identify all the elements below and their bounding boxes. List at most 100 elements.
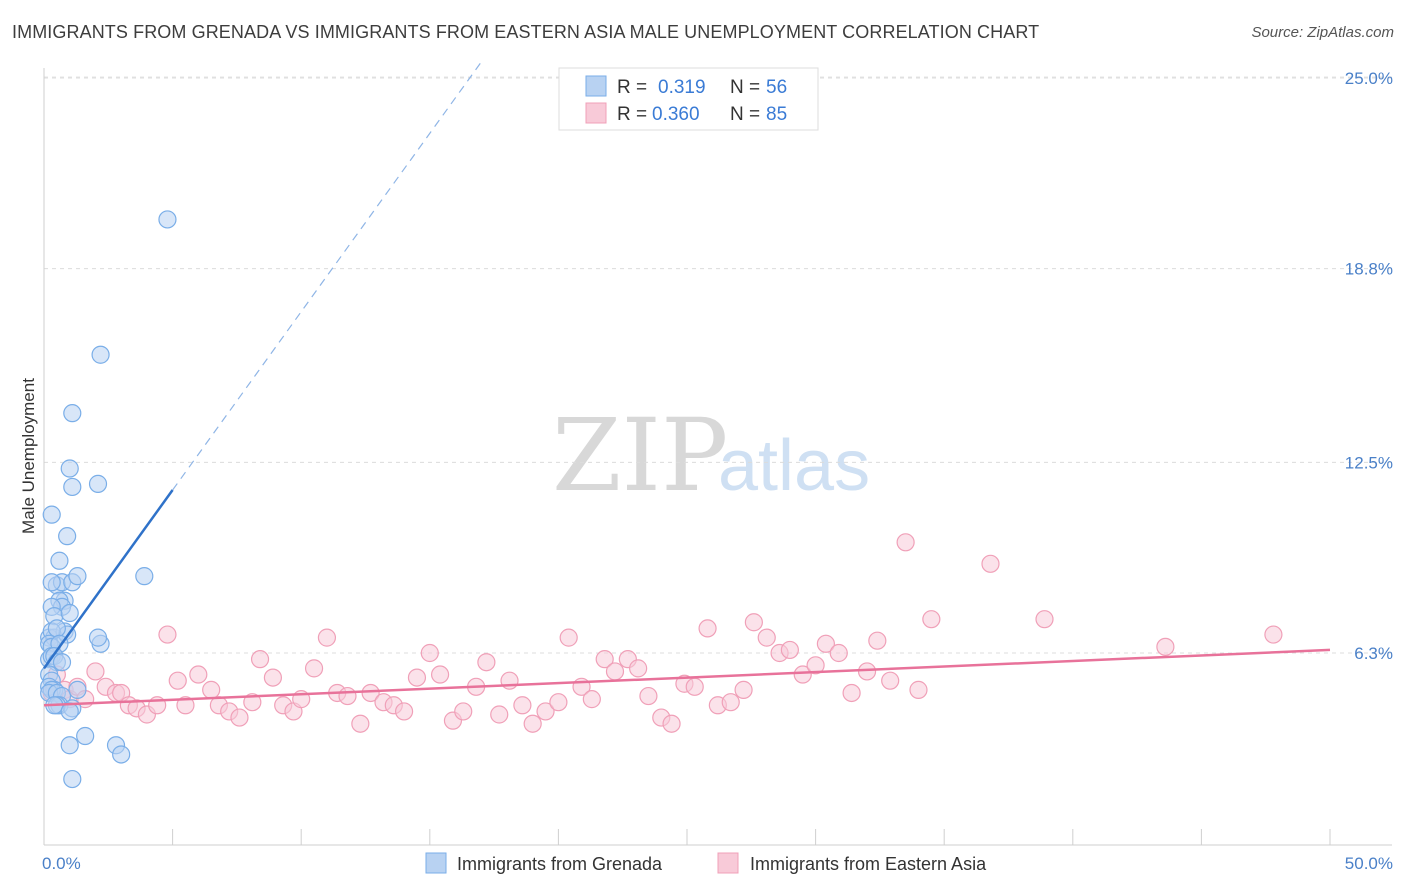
- eastern-asia-point: [243, 693, 262, 712]
- eastern-asia-point: [317, 628, 337, 647]
- eastern-asia-point: [250, 650, 270, 669]
- eastern-asia-point: [793, 665, 812, 684]
- eastern-asia-point: [922, 610, 941, 629]
- eastern-asia-point: [490, 705, 509, 724]
- grenada-point: [88, 474, 108, 493]
- grenada-point: [68, 680, 87, 699]
- eastern-asia-point: [513, 696, 532, 715]
- eastern-asia-point: [1035, 610, 1054, 629]
- eastern-asia-point: [549, 693, 568, 712]
- legend-r-label-grenada: R =: [617, 77, 647, 98]
- eastern-asia-point: [896, 533, 915, 552]
- eastern-asia-point: [202, 680, 221, 699]
- axes: [43, 68, 1392, 846]
- eastern-asia-point: [263, 668, 283, 687]
- y-tick-label: 18.8%: [1345, 260, 1393, 279]
- eastern-asia-point: [523, 714, 542, 733]
- eastern-asia-point: [595, 650, 614, 669]
- grenada-point: [58, 527, 77, 546]
- trend-line-grenada-extension: [172, 61, 482, 491]
- legend-n-value-grenada: 56: [766, 77, 787, 98]
- series-legend: Immigrants from Grenada Immigrants from …: [425, 852, 987, 874]
- x-tick-labels: 0.0% 50.0%: [42, 854, 1393, 873]
- eastern-asia-point: [816, 634, 835, 653]
- grenada-point: [63, 477, 82, 497]
- stats-legend: R = 0.319 N = 56 R = 0.360 N = 85: [558, 67, 819, 131]
- legend-r-value-eastern-asia: 0.360: [652, 104, 700, 125]
- grenada-point: [42, 573, 61, 592]
- eastern-asia-point: [559, 628, 578, 647]
- eastern-asia-point: [454, 702, 473, 721]
- eastern-asia-point: [168, 671, 187, 690]
- grenada-point: [63, 404, 82, 423]
- eastern-asia-point: [629, 659, 648, 678]
- eastern-asia-point: [829, 643, 848, 663]
- grenada-point: [47, 619, 66, 638]
- y-axis-label: Male Unemployment: [19, 378, 38, 534]
- bottom-legend-swatch-grenada: [425, 852, 447, 874]
- eastern-asia-point: [338, 686, 357, 706]
- source-label: Source: ZipAtlas.com: [1251, 24, 1394, 41]
- eastern-asia-point: [304, 659, 324, 678]
- x-tick-label: 0.0%: [42, 854, 81, 873]
- eastern-asia-point: [981, 554, 1000, 573]
- eastern-asia-point: [806, 656, 825, 675]
- legend-n-value-eastern-asia: 85: [766, 104, 787, 125]
- eastern-asia-point: [662, 714, 681, 733]
- eastern-asia-point: [757, 628, 776, 647]
- chart-title: IMMIGRANTS FROM GRENADA VS IMMIGRANTS FR…: [12, 22, 1040, 42]
- eastern-asia-point: [857, 662, 877, 681]
- eastern-asia-point: [698, 619, 717, 638]
- eastern-asia-point: [420, 643, 439, 663]
- eastern-asia-point: [780, 640, 799, 660]
- grenada-point: [42, 505, 61, 524]
- watermark: ZIP atlas: [552, 397, 870, 514]
- eastern-asia-point: [1156, 637, 1175, 656]
- legend-n-label-grenada: N =: [730, 77, 760, 98]
- eastern-asia-point: [685, 677, 704, 696]
- eastern-asia-point: [158, 625, 177, 644]
- gridlines: [44, 76, 1392, 654]
- x-ticks: [172, 829, 1331, 845]
- eastern-asia-point: [86, 662, 105, 681]
- grenada-point: [76, 726, 95, 746]
- eastern-asia-point: [734, 680, 753, 699]
- eastern-asia-point: [744, 613, 763, 632]
- eastern-asia-point: [1264, 625, 1283, 644]
- eastern-asia-point: [189, 665, 208, 684]
- trend-line-grenada: [42, 489, 174, 670]
- series-eastern-asia-points: [42, 533, 1283, 733]
- grenada-point: [60, 459, 79, 478]
- grenada-point: [68, 567, 87, 586]
- y-tick-label: 25.0%: [1345, 69, 1393, 88]
- watermark-zip: ZIP: [552, 397, 728, 514]
- grenada-point: [60, 603, 79, 623]
- legend-swatch-eastern-asia: [585, 102, 607, 124]
- watermark-atlas: atlas: [718, 426, 870, 506]
- eastern-asia-point: [881, 671, 900, 690]
- eastern-asia-point: [477, 653, 496, 672]
- eastern-asia-point: [394, 702, 414, 721]
- eastern-asia-point: [230, 708, 249, 727]
- series-grenada-points: [40, 210, 177, 789]
- grenada-point: [52, 653, 72, 672]
- legend-r-label-eastern-asia: R =: [617, 104, 647, 125]
- bottom-legend-label-eastern-asia: Immigrants from Eastern Asia: [750, 854, 987, 874]
- grenada-point: [135, 567, 154, 586]
- eastern-asia-point: [721, 693, 740, 712]
- legend-swatch-grenada: [585, 75, 607, 97]
- eastern-asia-point: [842, 683, 861, 703]
- eastern-asia-point: [605, 662, 625, 681]
- legend-n-label-eastern-asia: N =: [730, 104, 760, 125]
- legend-r-value-grenada: 0.319: [658, 77, 706, 98]
- bottom-legend-swatch-eastern-asia: [717, 852, 739, 874]
- grenada-point: [112, 745, 131, 764]
- eastern-asia-point: [639, 686, 658, 706]
- grenada-point: [60, 736, 79, 755]
- grenada-point: [158, 210, 177, 229]
- eastern-asia-point: [536, 702, 555, 721]
- eastern-asia-point: [430, 665, 450, 684]
- trend-line-eastern-asia: [43, 648, 1331, 707]
- grenada-point: [50, 551, 69, 570]
